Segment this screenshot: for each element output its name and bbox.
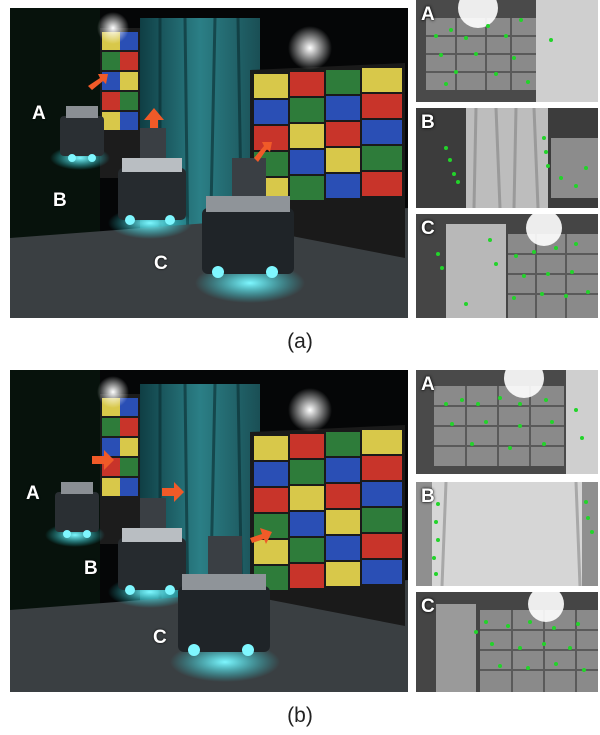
- direction-arrows-a: [88, 74, 272, 162]
- camera-view-b-a: A: [416, 370, 598, 474]
- robot-b: [108, 128, 192, 239]
- main-photo-a: A B C: [10, 8, 408, 318]
- thumb-label: A: [421, 4, 435, 25]
- camera-view-b-c: C: [416, 592, 598, 692]
- caption-a: (a): [287, 330, 313, 353]
- thumb-label: C: [421, 218, 435, 239]
- thumb-label: B: [421, 112, 435, 133]
- robot-label-b: B: [53, 190, 67, 211]
- thumb-label: C: [421, 596, 435, 617]
- direction-arrows-b: [92, 450, 272, 544]
- robot-c: [195, 158, 305, 303]
- scene-image-a: [10, 8, 408, 318]
- robot-label-c: C: [154, 253, 168, 274]
- caption-b: (b): [287, 704, 313, 727]
- color-wall-right: [250, 425, 405, 626]
- figure-b: A B C A B: [0, 370, 600, 735]
- figure-a: A B C A B: [0, 0, 600, 360]
- thumb-label: B: [421, 486, 435, 507]
- robot-b: [108, 498, 192, 608]
- thumb-label: A: [421, 374, 435, 395]
- robot-a: [45, 482, 105, 547]
- camera-view-a-b: B: [416, 108, 598, 208]
- robot-label-b: B: [84, 558, 98, 579]
- camera-view-b-b: B: [416, 482, 598, 586]
- camera-view-a-c: C: [416, 214, 598, 318]
- robot-label-c: C: [153, 627, 167, 648]
- robot-label-a: A: [32, 103, 46, 124]
- color-wall-left: [100, 394, 140, 544]
- robot-c: [170, 536, 280, 682]
- robot-label-a: A: [26, 483, 40, 504]
- camera-view-a-a: A: [416, 0, 598, 102]
- robot-a: [50, 106, 110, 170]
- main-photo-b: A B C: [10, 370, 408, 692]
- scene-image-b: [10, 370, 408, 692]
